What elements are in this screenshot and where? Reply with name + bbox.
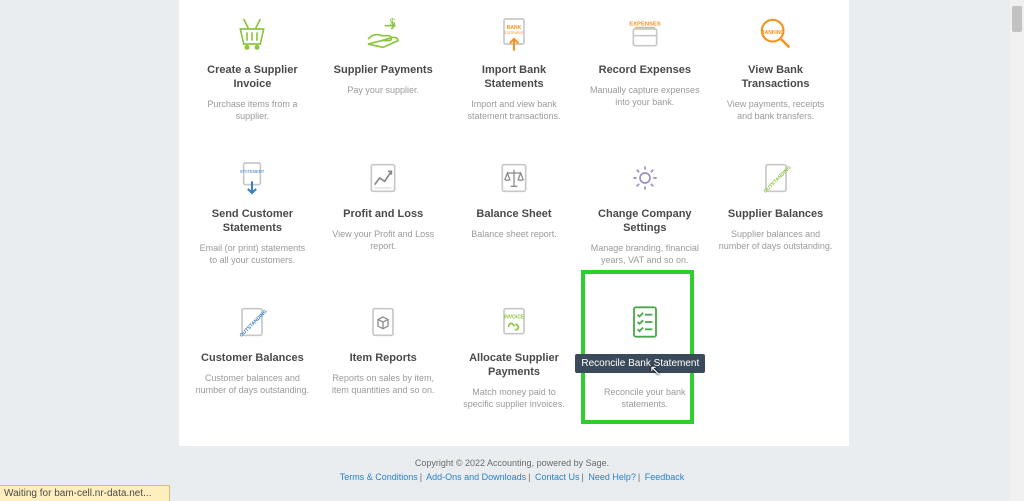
- document-upload-icon: BANK STATEMENT: [490, 10, 538, 58]
- card-desc: Manage branding, financial years, VAT an…: [587, 242, 702, 266]
- footer-link-feedback[interactable]: Feedback: [645, 472, 685, 482]
- card-change-company-settings[interactable]: Change Company Settings Manage branding,…: [579, 154, 710, 284]
- card-title: Create a Supplier Invoice: [195, 64, 310, 92]
- actions-grid: Create a Supplier Invoice Purchase items…: [179, 0, 849, 428]
- card-supplier-balances[interactable]: OUTSTANDING Supplier Balances Supplier b…: [710, 154, 841, 284]
- card-title: Import Bank Statements: [457, 64, 572, 92]
- document-download-icon: STATEMENT: [228, 154, 276, 202]
- browser-status-bar: Waiting for bam-cell.nr-data.net...: [0, 485, 170, 501]
- card-desc: Match money paid to specific supplier in…: [457, 386, 572, 410]
- card-send-customer-statements[interactable]: STATEMENT Send Customer Statements Email…: [187, 154, 318, 284]
- checklist-icon: [621, 298, 669, 346]
- chart-icon: [359, 154, 407, 202]
- footer: Copyright © 2022 Accounting, powered by …: [0, 458, 1024, 482]
- card-allocate-supplier-payments[interactable]: INVOICE Allocate Supplier Payments Match…: [449, 298, 580, 428]
- card-empty: [710, 298, 841, 428]
- card-desc: Reconcile your bank statements.: [587, 386, 702, 410]
- card-desc: View your Profit and Loss report.: [326, 228, 441, 252]
- footer-link-help[interactable]: Need Help?: [588, 472, 636, 482]
- expenses-icon: EXPENSES: [621, 10, 669, 58]
- card-balance-sheet[interactable]: Balance Sheet Balance sheet report.: [449, 154, 580, 284]
- svg-text:STATEMENT: STATEMENT: [504, 31, 524, 35]
- invoice-link-icon: INVOICE: [490, 298, 538, 346]
- tooltip: Reconcile Bank Statement: [575, 354, 705, 373]
- card-view-bank-transactions[interactable]: BANKING View Bank Transactions View paym…: [710, 10, 841, 140]
- cursor-icon: ↖: [649, 362, 661, 379]
- card-desc: Customer balances and number of days out…: [195, 372, 310, 396]
- actions-panel: Create a Supplier Invoice Purchase items…: [179, 0, 849, 446]
- magnify-banking-icon: BANKING: [752, 10, 800, 58]
- gear-icon: [621, 154, 669, 202]
- card-desc: Reports on sales by item, item quantitie…: [326, 372, 441, 396]
- card-title: Supplier Payments: [334, 64, 433, 78]
- footer-link-contact[interactable]: Contact Us: [535, 472, 580, 482]
- card-record-expenses[interactable]: EXPENSES Record Expenses Manually captur…: [579, 10, 710, 140]
- document-outstanding-icon: OUTSTANDING: [228, 298, 276, 346]
- hand-money-icon: $: [359, 10, 407, 58]
- card-create-supplier-invoice[interactable]: Create a Supplier Invoice Purchase items…: [187, 10, 318, 140]
- card-title: Record Expenses: [599, 64, 691, 78]
- card-desc: Import and view bank statement transacti…: [457, 98, 572, 122]
- basket-icon: [228, 10, 276, 58]
- card-title: Allocate Supplier Payments: [457, 352, 572, 380]
- card-reconcile-bank-statement[interactable]: Reconcile Bank Statement Reconcile your …: [579, 298, 710, 428]
- card-desc: Manually capture expenses into your bank…: [587, 84, 702, 108]
- card-desc: View payments, receipts and bank transfe…: [718, 98, 833, 122]
- svg-text:STATEMENT: STATEMENT: [240, 169, 265, 174]
- scales-icon: [490, 154, 538, 202]
- card-desc: Pay your supplier.: [347, 84, 419, 96]
- card-title: Balance Sheet: [476, 208, 551, 222]
- footer-links: Terms & Conditions| Add-Ons and Download…: [0, 472, 1024, 482]
- card-desc: Supplier balances and number of days out…: [718, 228, 833, 252]
- card-item-reports[interactable]: Item Reports Reports on sales by item, i…: [318, 298, 449, 428]
- scrollbar-thumb[interactable]: [1012, 6, 1022, 32]
- footer-link-addons[interactable]: Add-Ons and Downloads: [426, 472, 526, 482]
- svg-text:BANK: BANK: [507, 25, 522, 31]
- footer-copyright: Copyright © 2022 Accounting, powered by …: [0, 458, 1024, 468]
- footer-link-terms[interactable]: Terms & Conditions: [340, 472, 418, 482]
- card-profit-and-loss[interactable]: Profit and Loss View your Profit and Los…: [318, 154, 449, 284]
- svg-text:INVOICE: INVOICE: [504, 315, 525, 321]
- svg-text:EXPENSES: EXPENSES: [629, 22, 661, 28]
- card-title: Item Reports: [350, 352, 417, 366]
- card-desc: Purchase items from a supplier.: [195, 98, 310, 122]
- card-desc: Balance sheet report.: [471, 228, 557, 240]
- document-outstanding-icon: OUTSTANDING: [752, 154, 800, 202]
- svg-text:BANKING: BANKING: [761, 30, 784, 36]
- card-title: Customer Balances: [201, 352, 304, 366]
- card-title: Change Company Settings: [587, 208, 702, 236]
- card-import-bank-statements[interactable]: BANK STATEMENT Import Bank Statements Im…: [449, 10, 580, 140]
- card-desc: Email (or print) statements to all your …: [195, 242, 310, 266]
- card-supplier-payments[interactable]: $ Supplier Payments Pay your supplier.: [318, 10, 449, 140]
- card-customer-balances[interactable]: OUTSTANDING Customer Balances Customer b…: [187, 298, 318, 428]
- card-title: Profit and Loss: [343, 208, 423, 222]
- scrollbar-track[interactable]: [1010, 0, 1024, 501]
- card-title: Supplier Balances: [728, 208, 823, 222]
- card-title: Send Customer Statements: [195, 208, 310, 236]
- card-title: View Bank Transactions: [718, 64, 833, 92]
- document-box-icon: [359, 298, 407, 346]
